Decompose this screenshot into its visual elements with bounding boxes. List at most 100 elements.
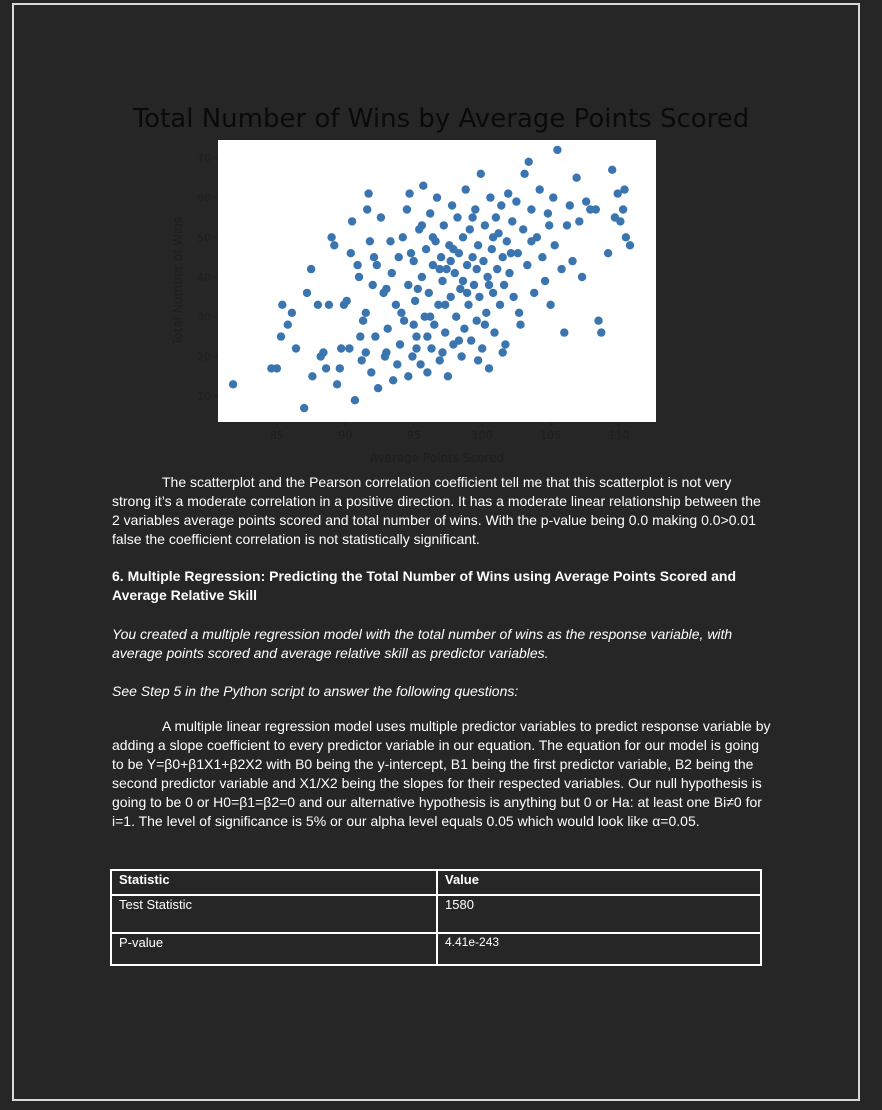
table-cell: Test Statistic (110, 894, 438, 934)
scatter-point (540, 276, 550, 286)
scatter-point (618, 205, 628, 214)
scatter-point (412, 332, 421, 341)
x-tick-label: 110 (609, 429, 630, 442)
scatter-point (513, 249, 522, 258)
table-header-cell: Value (436, 869, 762, 896)
scatter-point (434, 300, 443, 309)
scatter-point (509, 292, 518, 302)
scatter-point (464, 300, 473, 309)
scatter-point (287, 308, 297, 317)
scatter-point (514, 308, 524, 317)
scatter-point (417, 272, 427, 282)
scatter-point (486, 193, 495, 202)
scatter-point (471, 205, 480, 214)
scatter-point (428, 260, 438, 270)
scatter-point (346, 249, 355, 258)
scatter-point (575, 217, 584, 226)
scatter-point (557, 264, 566, 274)
scatter-point (402, 205, 412, 214)
scatter-point (369, 253, 379, 262)
scatter-point (353, 260, 362, 270)
scatter-point (319, 348, 328, 357)
scatter-point (354, 272, 364, 282)
y-tick-label: 20 (197, 350, 211, 363)
x-tick-label: 95 (407, 429, 421, 442)
scatter-point (441, 328, 450, 337)
scatter-point (546, 300, 555, 309)
scatter-point (342, 296, 351, 306)
y-tick-label: 10 (197, 390, 211, 403)
scatter-point (487, 245, 496, 254)
scatter-point (473, 241, 483, 250)
scatter-point (428, 233, 438, 242)
scatter-point (501, 340, 510, 349)
scatter-point (495, 300, 505, 309)
scatter-point (456, 284, 465, 294)
scatter-point (498, 348, 507, 357)
scatter-point (409, 256, 418, 266)
scatter-point (468, 253, 477, 262)
scatter-point (350, 396, 360, 405)
y-tick-label: 40 (197, 271, 211, 284)
scatter-point (465, 225, 474, 234)
scatter-point (363, 205, 372, 214)
scatter-point (502, 237, 511, 246)
scatter-point (543, 209, 553, 218)
scatter-point (432, 193, 442, 202)
scatter-point (327, 233, 336, 242)
scatter-point (499, 280, 509, 290)
scatter-point (361, 348, 370, 357)
scatter-point (512, 197, 521, 206)
scatter-point (321, 364, 331, 373)
scatter-point (452, 312, 461, 321)
scatter-point (404, 280, 413, 290)
scatter-point (462, 260, 472, 270)
scatter-point (345, 344, 354, 353)
scatter-point (438, 276, 447, 286)
scatter-point (620, 185, 629, 194)
scatter-point (572, 173, 581, 182)
scatter-point (308, 372, 317, 381)
scatter-point (416, 360, 425, 369)
scatter-point (524, 157, 533, 166)
scatter-point (300, 403, 309, 413)
y-tick-label: 70 (197, 152, 211, 165)
scatter-point (450, 268, 459, 278)
scatter-point (306, 264, 316, 274)
scatter-point (442, 264, 451, 274)
scatter-point (394, 253, 403, 262)
scatter-point (443, 372, 453, 381)
scatter-point (389, 376, 398, 385)
scatter-point (399, 316, 409, 325)
scatter-point (413, 284, 422, 294)
scatter-point (446, 256, 455, 266)
scatter-point (313, 300, 323, 309)
scatter-point (461, 185, 470, 194)
scatter-point (430, 320, 439, 329)
scatter-point (482, 308, 491, 317)
scatter-point (380, 352, 390, 361)
scatter-point (337, 344, 346, 353)
instructions-text: You created a multiple regression model … (112, 626, 733, 661)
scatter-point (591, 205, 600, 214)
section-heading: 6. Multiple Regression: Predicting the T… (112, 568, 736, 603)
scatter-point (386, 237, 395, 246)
plot-area (218, 140, 656, 422)
scatter-point (435, 264, 444, 274)
y-tick-label: 50 (197, 231, 211, 244)
scatter-point (460, 324, 469, 333)
scatter-point (483, 272, 492, 282)
scatter-point (395, 340, 405, 349)
scatter-point (472, 316, 481, 325)
scatter-point (398, 233, 407, 242)
scatter-point (382, 284, 391, 294)
scatter-point (476, 169, 485, 178)
scatter-point (408, 352, 417, 361)
scatter-point (478, 344, 487, 353)
scatter-point (484, 364, 494, 373)
scatter-point (562, 221, 572, 230)
scatter-point (409, 320, 418, 329)
scatter-point (553, 145, 562, 155)
scatter-point (332, 380, 342, 389)
scatter-point (469, 280, 479, 290)
